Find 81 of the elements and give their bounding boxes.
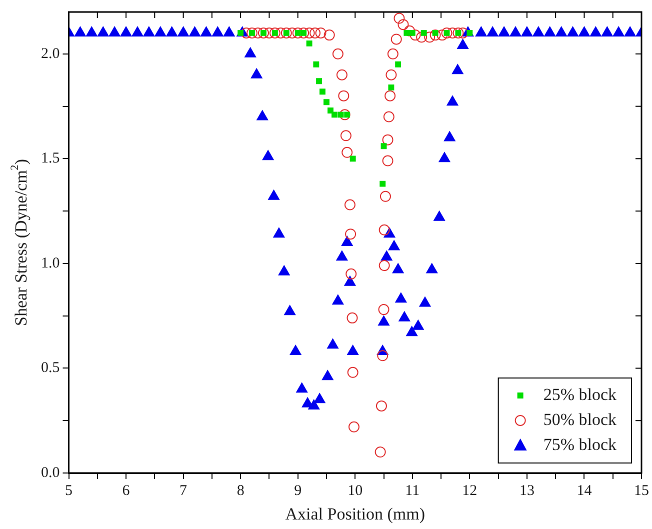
point (298, 27, 310, 38)
y-tick-label: 0.5 (41, 360, 60, 376)
point (346, 268, 357, 280)
x-tick-label: 8 (236, 482, 244, 499)
point (336, 69, 348, 80)
x-tick-label: 6 (122, 482, 130, 499)
point (383, 111, 394, 122)
y-axis-title: Shear Stress (Dyne/cm2) (9, 159, 30, 326)
point (378, 304, 390, 316)
point (380, 190, 391, 202)
point (304, 27, 315, 38)
point (441, 27, 452, 38)
point (345, 228, 356, 240)
point (280, 27, 292, 38)
legend-label: 75% block (543, 434, 617, 454)
x-tick-label: 12 (462, 482, 478, 499)
x-tick-label: 15 (634, 482, 649, 499)
point (377, 350, 388, 362)
point (324, 99, 330, 106)
point (346, 312, 358, 324)
point (378, 260, 390, 272)
x-tick-label: 5 (65, 482, 72, 499)
point (316, 78, 322, 84)
point (410, 30, 421, 41)
point (388, 84, 394, 90)
point (292, 27, 304, 38)
y-tick-label: 1.0 (41, 255, 60, 272)
point (324, 30, 335, 41)
point (338, 90, 350, 102)
point (378, 224, 390, 236)
x-tick-label: 14 (576, 482, 592, 499)
point (390, 34, 402, 45)
point (374, 446, 386, 458)
point (430, 30, 441, 41)
point (380, 180, 386, 187)
point (320, 88, 326, 95)
point (386, 69, 397, 80)
point (340, 130, 352, 142)
point (436, 30, 448, 41)
x-tick-label: 9 (294, 482, 302, 499)
point (457, 27, 468, 38)
point (313, 61, 320, 68)
legend-label: 25% block (543, 384, 617, 404)
point (398, 19, 409, 30)
point (258, 27, 269, 38)
point (416, 32, 428, 43)
point (382, 155, 394, 166)
point (376, 400, 387, 412)
x-tick-label: 11 (405, 482, 420, 499)
point (420, 30, 427, 36)
point (342, 146, 353, 158)
point (315, 27, 326, 38)
point (452, 27, 464, 38)
y-tick-label: 2.0 (41, 46, 60, 62)
point (339, 109, 350, 120)
legend-label: 50% block (543, 410, 617, 429)
point (332, 112, 338, 118)
point (269, 27, 280, 38)
y-tick-label: 0.0 (41, 464, 60, 481)
y-tick-label: 1.5 (41, 150, 60, 167)
point (350, 156, 356, 162)
point (384, 90, 396, 102)
point (348, 421, 360, 432)
x-tick-label: 10 (348, 482, 363, 499)
point (387, 48, 398, 60)
point (380, 143, 387, 150)
point (394, 12, 405, 24)
x-tick-label: 7 (180, 482, 188, 499)
point (424, 32, 436, 43)
x-tick-label: 13 (519, 482, 534, 499)
point (382, 134, 394, 146)
point (328, 108, 334, 114)
point (338, 112, 344, 118)
point (332, 48, 344, 60)
point (310, 27, 321, 38)
point (306, 40, 312, 46)
point (246, 27, 258, 38)
point (395, 61, 402, 68)
point (347, 366, 358, 378)
x-axis-title: Axial Position (mm) (285, 504, 426, 524)
point (344, 199, 356, 210)
